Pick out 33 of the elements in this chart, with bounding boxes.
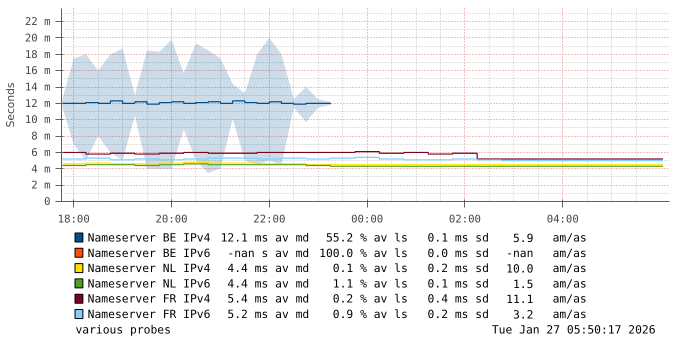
legend-label: Nameserver FR IPv6 — [88, 307, 211, 321]
legend-label: Nameserver NL IPv6 — [88, 276, 211, 290]
legend-label: Nameserver FR IPv4 — [88, 292, 211, 306]
text: Tue Jan 27 05:50:17 2026 — [492, 322, 656, 336]
text: various probes — [75, 322, 171, 336]
text: 12.1 ms av md 55.2 % av ls 0.1 ms sd 5.9 am/as — [220, 230, 587, 245]
y-tick-label: 20 m — [24, 31, 51, 44]
x-tick-label: 04:00 — [546, 212, 579, 226]
legend-label: Nameserver BE IPv4 — [88, 230, 211, 244]
text: -nan s av md 100.0 % av ls 0.0 ms sd -nan am/as — [227, 246, 587, 260]
x-tick-label: 00:00 — [351, 212, 384, 226]
y-tick-label: 10 m — [24, 113, 51, 126]
y-tick-label: 2 m — [31, 178, 51, 192]
x-tick-label: 18:00 — [58, 212, 90, 226]
text: 5.2 ms av md 0.9 % av ls 0.2 ms sd 3.2 am/as — [227, 307, 587, 322]
text: 5.4 ms av md 0.2 % av ls 0.4 ms sd 11.1 am/as — [227, 292, 587, 306]
y-tick-label: 6 m — [31, 146, 51, 159]
y-tick-label: 16 m — [24, 64, 51, 78]
y-tick-label: 12 m — [24, 96, 51, 110]
y-axis-title: Seconds — [4, 82, 17, 128]
x-tick-label: 22:00 — [253, 212, 286, 226]
text: 4.4 ms av md 0.1 % av ls 0.2 ms sd 10.0 am/as — [227, 261, 587, 276]
y-tick-label: 18 m — [24, 48, 51, 61]
y-tick-label: 0 — [44, 195, 51, 208]
x-tick-label: 20:00 — [155, 212, 188, 226]
y-tick-label: 4 m — [31, 162, 51, 176]
y-tick-label: 22 m — [24, 15, 51, 28]
legend-label: Nameserver BE IPv6 — [88, 246, 211, 260]
x-tick-label: 02:00 — [448, 212, 481, 226]
text: 4.4 ms av md 1.1 % av ls 0.1 ms sd 1.5 am/as — [227, 276, 587, 291]
y-tick-label: 8 m — [31, 130, 51, 143]
y-tick-label: 14 m — [24, 80, 51, 94]
legend-label: Nameserver NL IPv4 — [88, 261, 211, 276]
